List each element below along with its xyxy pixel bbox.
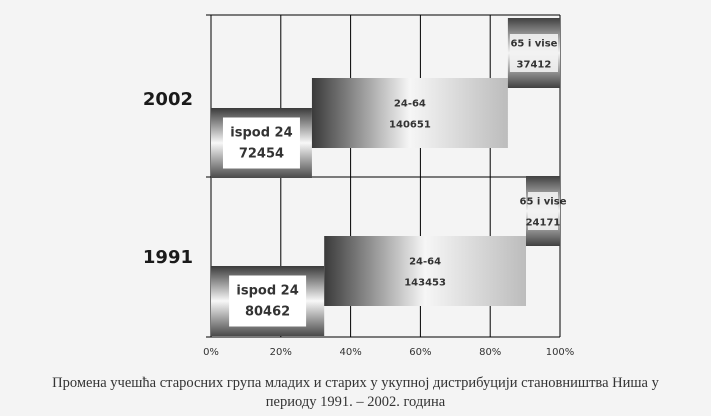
series-label: ispod 24 xyxy=(236,284,298,299)
category-label: 1991 xyxy=(143,247,193,268)
series-label: 24-64 xyxy=(409,257,441,268)
data-label: 72454 xyxy=(239,147,284,162)
label-box xyxy=(509,34,558,72)
data-label: 37412 xyxy=(517,60,552,71)
data-label: 140651 xyxy=(389,120,431,131)
x-tick-label: 40% xyxy=(339,347,361,358)
bar-segment xyxy=(311,78,508,148)
label-box xyxy=(229,275,307,327)
x-tick-label: 20% xyxy=(270,347,292,358)
data-label: 24171 xyxy=(526,218,561,229)
series-label: 65 i vise xyxy=(519,197,566,208)
data-label: 143453 xyxy=(404,278,446,289)
series-label: 65 i vise xyxy=(510,39,557,50)
caption-line-2: периоду 1991. – 2002. година xyxy=(265,394,446,410)
bar-segment xyxy=(324,236,526,306)
bar-labels: ispod 24 72454 24-64 140651 65 i vise 37412 is… xyxy=(222,34,567,327)
category-label: 2002 xyxy=(143,89,193,110)
series-label: ispod 24 xyxy=(230,126,292,141)
caption-line-1: Промена учешћа старосних група младих и … xyxy=(52,375,659,391)
label-box xyxy=(527,192,558,230)
x-tick-label: 80% xyxy=(479,347,501,358)
label-box xyxy=(222,117,300,169)
chart-caption: Промена учешћа старосних група младих и … xyxy=(0,374,711,412)
x-tick-label: 100% xyxy=(546,347,575,358)
axes: 0% 20% 40% 60% 80% 100% 2002 1991 xyxy=(143,14,575,358)
stacked-bar-chart: ispod 24 72454 24-64 140651 65 i vise 37412 is… xyxy=(143,14,575,358)
x-tick-label: 60% xyxy=(409,347,431,358)
data-label: 80462 xyxy=(245,305,290,320)
series-label: 24-64 xyxy=(394,99,426,110)
x-tick-label: 0% xyxy=(203,347,219,358)
